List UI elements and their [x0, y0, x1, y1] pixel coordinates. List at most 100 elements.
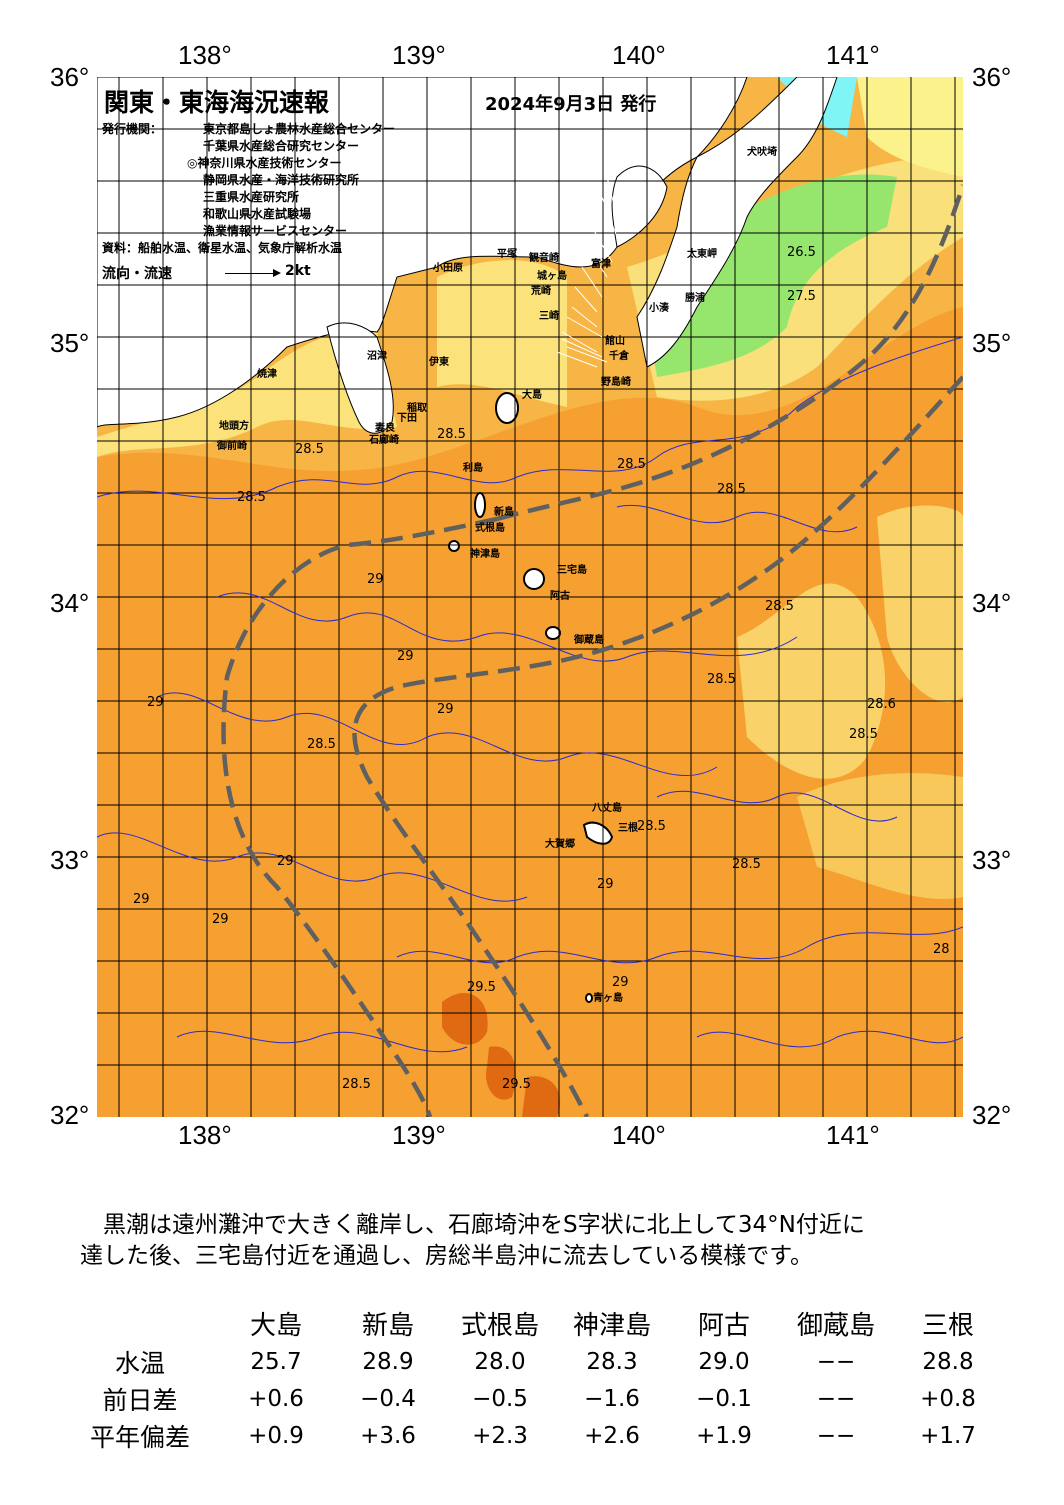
- row-header: 平年偏差: [89, 1422, 190, 1452]
- island-niijima: [474, 492, 486, 518]
- agencies-label: 発行機関：: [102, 122, 163, 136]
- lon-label-bottom-139: 139°: [392, 1120, 446, 1150]
- place-label: 犬吠埼: [747, 147, 777, 158]
- row-header: 前日差: [102, 1385, 178, 1415]
- contour-label: 28.5: [707, 672, 736, 687]
- coastal-cool-suruga: [97, 331, 397, 457]
- contour-label: 29: [277, 854, 294, 869]
- table-cell: −−: [816, 1422, 856, 1449]
- land-boso: [636, 77, 838, 368]
- col-header: 神津島: [572, 1310, 651, 1341]
- summary-line-1: 黒潮は遠州灘沖で大きく離岸し、石廊埼沖をS字状に北上して34°N付近に: [80, 1212, 865, 1238]
- contour-label: 29.5: [502, 1077, 531, 1092]
- table-row: 前日差 +0.6 −0.4 −0.5 −1.6 −0.1 −− +0.8: [60, 1380, 1004, 1417]
- lon-label-bottom-140: 140°: [612, 1120, 666, 1150]
- place-label: 観音崎: [529, 253, 559, 264]
- summary-text: 黒潮は遠州灘沖で大きく離岸し、石廊埼沖をS字状に北上して34°N付近に 達した後…: [80, 1210, 980, 1272]
- place-label: 式根島: [475, 523, 505, 534]
- place-label: 沼津: [367, 351, 387, 362]
- place-label: 太東岬: [687, 249, 717, 260]
- place-label: 妻良: [375, 423, 395, 434]
- summary-line-2: 達した後、三宅島付近を通過し、房総半島沖に流去している模様です。: [80, 1243, 814, 1269]
- table-cell: −−: [816, 1385, 856, 1412]
- col-header: 新島: [361, 1310, 414, 1341]
- lat-label-left-34: 34°: [50, 588, 90, 618]
- place-label: 館山: [605, 336, 625, 347]
- lat-label-left-35: 35°: [50, 328, 90, 358]
- place-label: 石廊崎: [369, 435, 399, 446]
- contour-label: 28.5: [765, 599, 794, 614]
- contour-label: 29: [397, 649, 414, 664]
- agency-0: 東京都島しょ農林水産総合センター: [203, 122, 396, 136]
- lat-label-right-33: 33°: [972, 845, 1012, 875]
- pale-yellow-north: [857, 77, 963, 177]
- table-cell: 25.7: [250, 1348, 302, 1375]
- warm-patch-1: [442, 993, 488, 1045]
- col-header: 式根島: [460, 1310, 539, 1341]
- table-cell: −0.1: [696, 1385, 752, 1412]
- agency-4: 三重県水産研究所: [203, 190, 300, 204]
- agency-3: 静岡県水産・海洋技術研究所: [203, 173, 360, 187]
- place-label: 御前崎: [217, 441, 247, 452]
- warm-patch-2: [486, 1046, 516, 1100]
- warm-patch-3: [522, 1076, 561, 1117]
- place-label: 稲取: [407, 403, 427, 414]
- contour-label: 28.5: [342, 1077, 371, 1092]
- table-cell: +3.6: [360, 1422, 416, 1449]
- col-header: 御蔵島: [796, 1310, 875, 1341]
- place-label: 城ヶ島: [537, 271, 567, 282]
- place-label: 平塚: [497, 249, 517, 260]
- data-source: 資料：船舶水温、衛星水温、気象庁解析水温: [102, 241, 343, 255]
- col-header: 阿古: [697, 1310, 750, 1341]
- table-cell: +2.3: [472, 1422, 528, 1449]
- contour-label: 29: [212, 912, 229, 927]
- contour-label: 29: [597, 877, 614, 892]
- place-label: 地頭方: [219, 421, 249, 432]
- place-label: 大賀郷: [545, 839, 575, 850]
- contour-label: 29: [147, 695, 164, 710]
- place-label: 青ヶ島: [593, 993, 623, 1004]
- observation-table: 大島 新島 式根島 神津島 阿古 御蔵島 三根 水温 25.7 28.9 28.…: [60, 1303, 1004, 1454]
- table-cell: 28.3: [586, 1348, 638, 1375]
- agency-1: 千葉県水産総合研究センター: [203, 139, 360, 153]
- lon-label-top-138: 138°: [178, 40, 232, 70]
- map-title: 関東・東海海況速報: [104, 88, 330, 117]
- col-header: 三根: [921, 1310, 974, 1341]
- contour-label: 29: [133, 892, 150, 907]
- table-corner: [60, 1303, 220, 1343]
- lat-label-right-35: 35°: [972, 328, 1012, 358]
- contour-label: 29: [612, 975, 629, 990]
- place-label: 阿古: [550, 591, 570, 602]
- table-cell: 28.8: [922, 1348, 974, 1375]
- lat-label-right-34: 34°: [972, 588, 1012, 618]
- island-kozushima: [448, 540, 460, 552]
- place-label: 伊東: [429, 357, 449, 368]
- contour-label: 27.5: [787, 289, 816, 304]
- table-cell: 28.0: [474, 1348, 526, 1375]
- place-label: 新島: [494, 507, 514, 518]
- island-aogashima: [585, 993, 593, 1003]
- table-cell: +0.8: [920, 1385, 976, 1412]
- agency-5: 和歌山県水産試験場: [203, 207, 312, 221]
- island-mikurajima: [545, 626, 561, 640]
- flow-label: 流向・流速: [102, 266, 172, 282]
- place-label: 富津: [591, 259, 611, 270]
- place-label: 三根: [618, 823, 638, 834]
- land-izu: [326, 322, 394, 434]
- place-label: 御蔵島: [574, 635, 604, 646]
- contour-label: 28.5: [637, 819, 666, 834]
- table-cell: −0.5: [472, 1385, 528, 1412]
- place-label: 利島: [463, 463, 483, 474]
- island-miyakejima: [523, 568, 545, 590]
- flow-scale-arrow: [225, 273, 275, 274]
- place-label: 焼津: [257, 369, 277, 380]
- cooler-patch-far-east: [877, 505, 963, 703]
- contour-label: 28: [933, 942, 950, 957]
- contour-label: 29: [367, 572, 384, 587]
- current-vectors: [556, 176, 618, 368]
- contour-label: 28.5: [717, 482, 746, 497]
- table-cell: 29.0: [698, 1348, 750, 1375]
- lon-label-bottom-141: 141°: [826, 1120, 880, 1150]
- table-header-row: 大島 新島 式根島 神津島 阿古 御蔵島 三根: [60, 1303, 1004, 1343]
- place-label: 下田: [397, 413, 417, 424]
